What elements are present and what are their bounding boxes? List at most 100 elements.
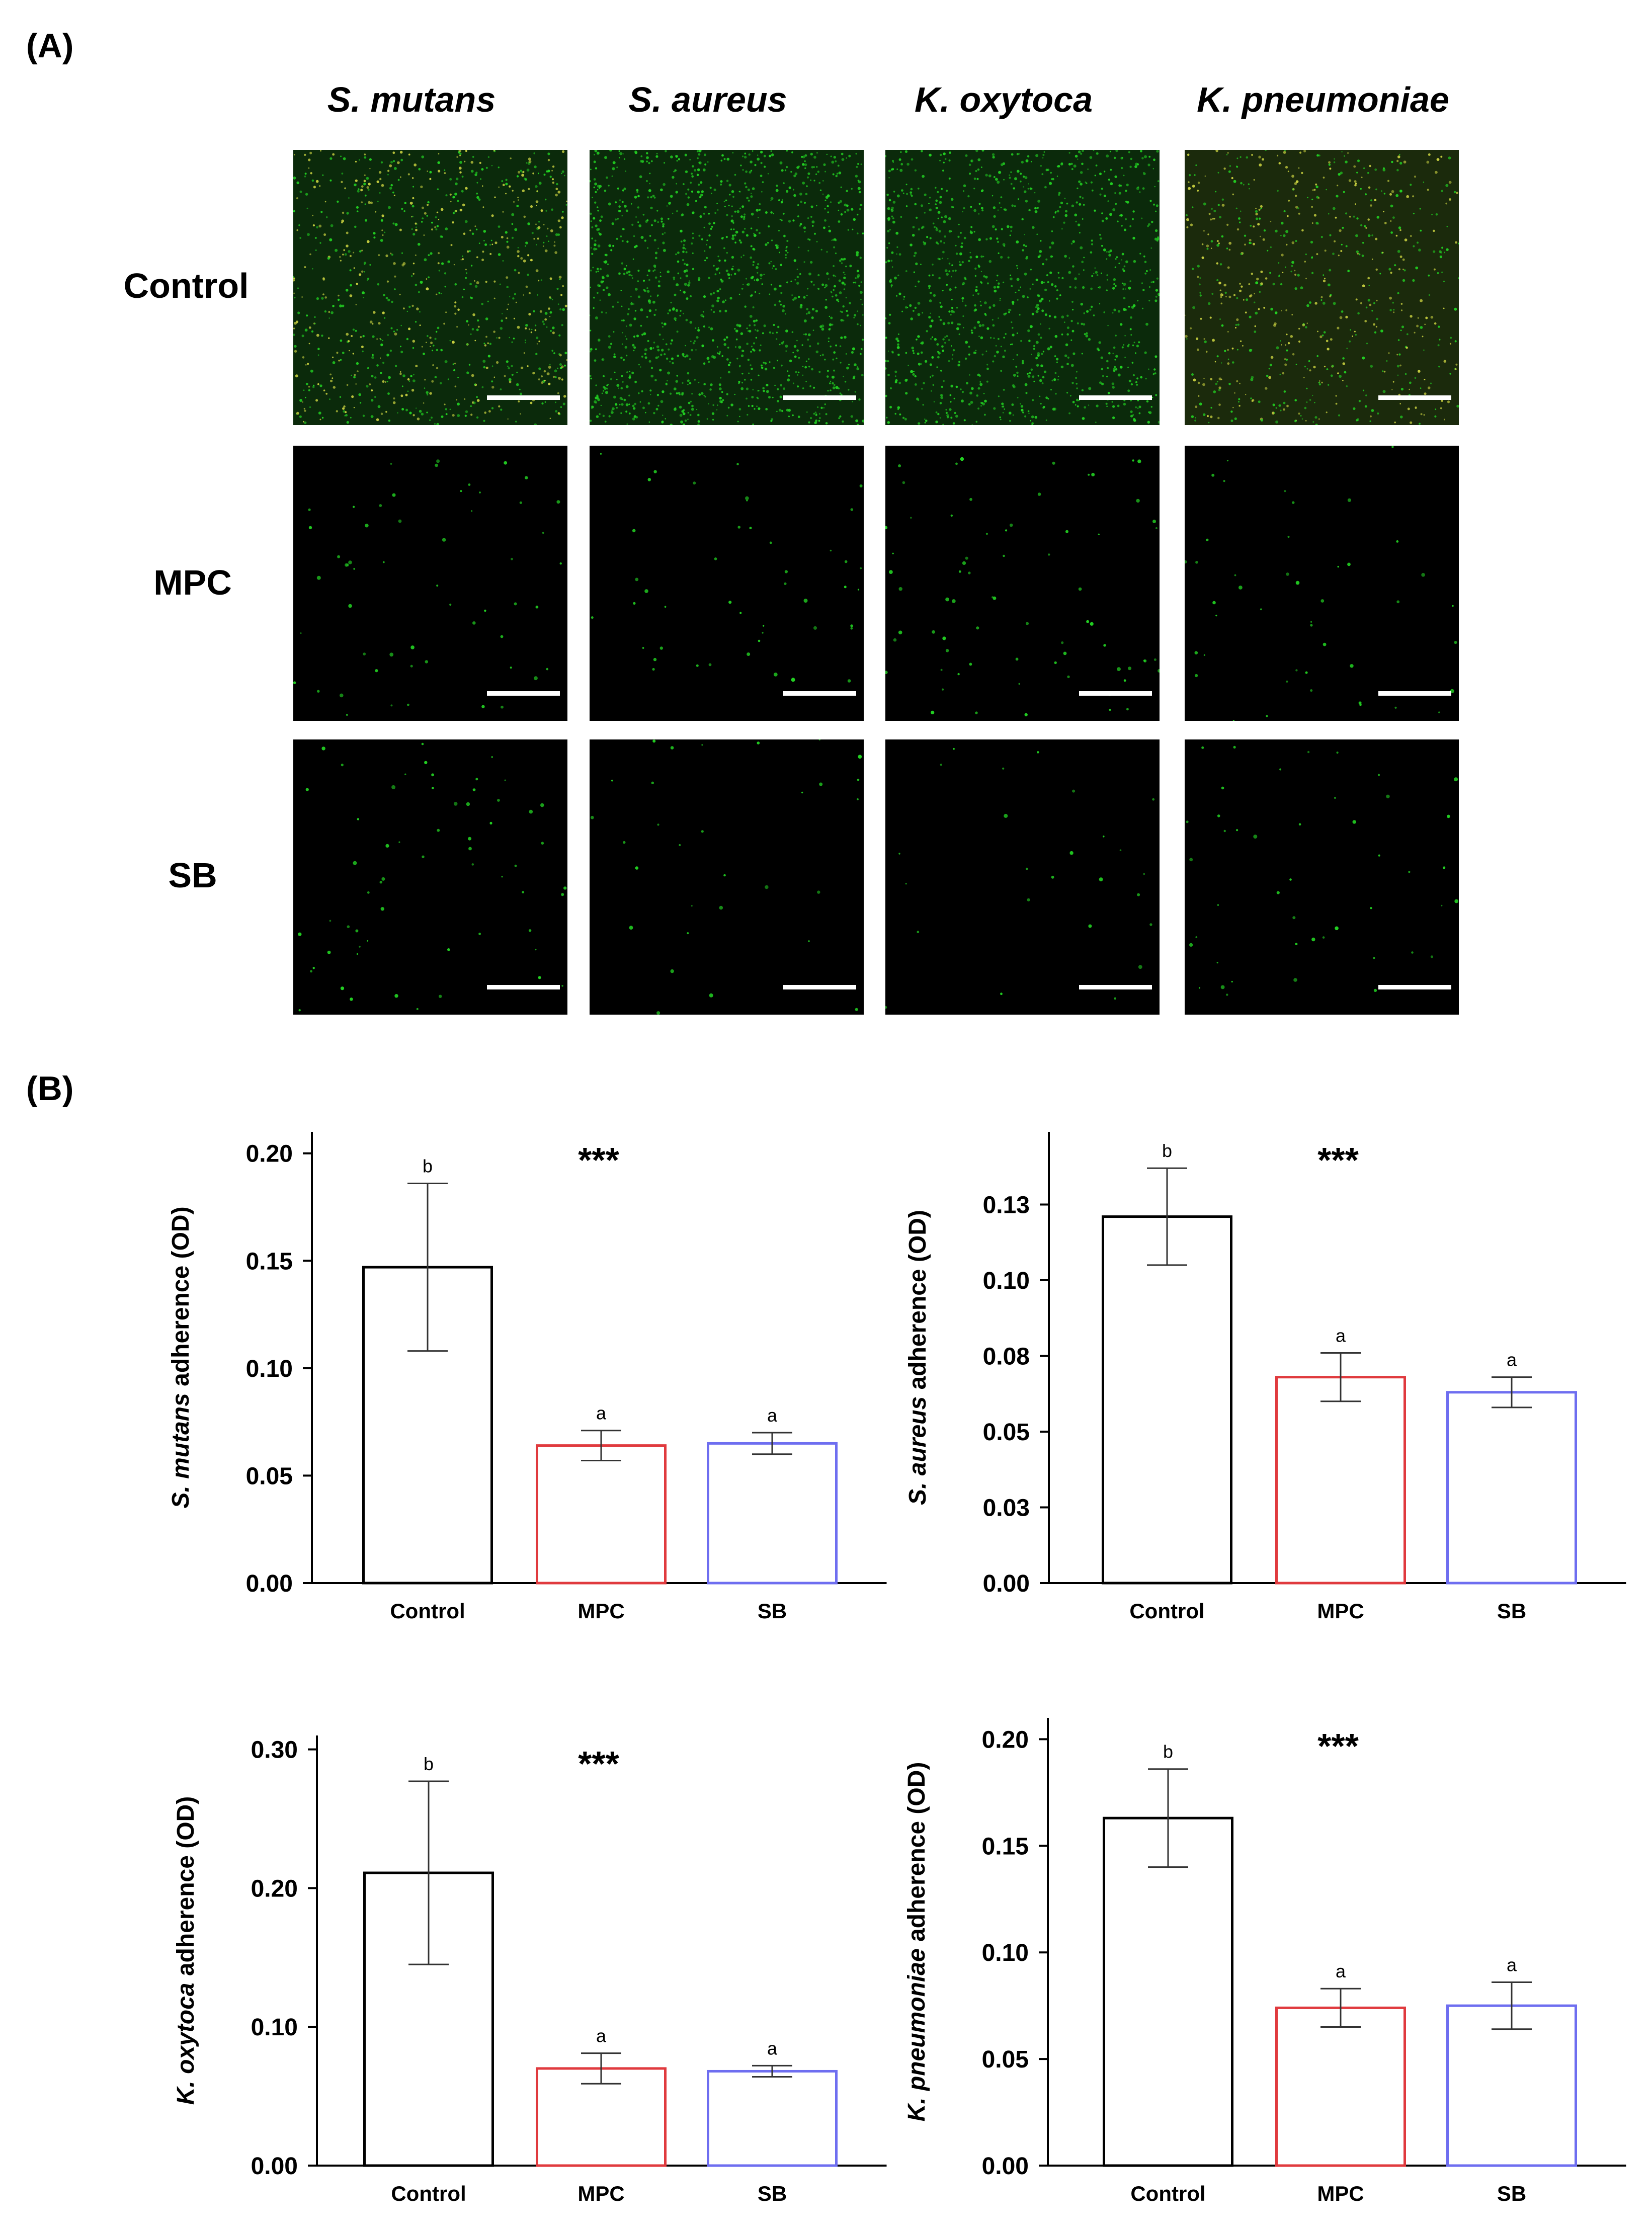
- y-axis-label-species: S. aureus: [904, 1396, 931, 1505]
- panel-b-label: (B): [26, 1069, 74, 1108]
- row-label-sb: SB: [168, 856, 217, 895]
- scale-bar: [783, 691, 856, 696]
- bar-sb: [707, 2070, 838, 2167]
- scale-bar: [783, 985, 856, 989]
- scale-bar: [1079, 691, 1152, 696]
- panel-a-label: (A): [26, 27, 74, 65]
- y-tick-label: 0.20: [982, 1726, 1029, 1753]
- micrograph-control-2: [885, 150, 1160, 425]
- significance-letter: a: [596, 2026, 607, 2046]
- significance-stars: ***: [578, 1744, 619, 1783]
- row-label-control: Control: [123, 266, 249, 305]
- y-tick-label: 0.10: [983, 1268, 1030, 1294]
- species-header-k-pneumoniae: K. pneumoniae: [1197, 80, 1449, 119]
- y-tick-label: 0.00: [982, 2153, 1029, 2180]
- species-header-k-oxytoca: K. oxytoca: [915, 80, 1093, 119]
- micrograph-sb-1: [590, 739, 864, 1015]
- y-axis-label-species: K. pneumoniae: [903, 1948, 930, 2121]
- micrograph-mpc-0: [293, 446, 567, 721]
- significance-letter: b: [1163, 1742, 1173, 1762]
- micrograph-sb-0: [293, 739, 567, 1015]
- bar-control: [1102, 1215, 1232, 1585]
- significance-letter: a: [767, 2038, 778, 2058]
- x-tick-label: Control: [391, 2182, 466, 2205]
- y-tick-label: 0.00: [251, 2153, 298, 2180]
- significance-letter: b: [423, 1156, 433, 1177]
- x-tick-label: Control: [1129, 1599, 1204, 1623]
- significance-letter: a: [596, 1403, 607, 1424]
- micrograph-control-1: [590, 150, 864, 425]
- significance-stars: ***: [1317, 1140, 1359, 1180]
- significance-stars: ***: [1317, 1726, 1359, 1766]
- y-axis-label-unit: adherence (OD): [173, 1796, 199, 1983]
- y-axis-label-species: K. oxytoca: [173, 1983, 199, 2105]
- micrograph-sb-2: [885, 739, 1160, 1015]
- scale-bar: [1079, 985, 1152, 989]
- significance-letter: a: [1336, 1961, 1346, 1981]
- y-tick-label: 0.00: [246, 1570, 293, 1597]
- x-tick-label: SB: [1497, 2182, 1526, 2205]
- y-tick-label: 0.05: [246, 1463, 293, 1490]
- y-axis-label: S. aureus adherence (OD): [904, 1210, 931, 1505]
- species-header-s-aureus: S. aureus: [628, 80, 787, 119]
- bar-mpc: [536, 1444, 667, 1585]
- significance-letter: a: [767, 1405, 778, 1426]
- x-tick-label: MPC: [1317, 1599, 1364, 1623]
- scale-bar: [783, 395, 856, 400]
- y-tick-label: 0.10: [982, 1940, 1029, 1966]
- significance-letter: b: [1162, 1140, 1172, 1161]
- y-axis-label: S. mutans adherence (OD): [168, 1206, 194, 1508]
- x-tick-label: SB: [758, 1599, 787, 1623]
- scale-bar: [1378, 395, 1451, 400]
- bar-mpc: [1275, 1376, 1406, 1585]
- micrograph-control-0: [293, 150, 567, 425]
- bar-sb: [707, 1442, 838, 1585]
- y-tick-label: 0.15: [982, 1833, 1029, 1860]
- y-tick-label: 0.20: [246, 1141, 293, 1168]
- scale-bar: [1378, 985, 1451, 989]
- bar-control: [1103, 1816, 1233, 2167]
- y-axis-label-unit: adherence (OD): [904, 1210, 931, 1396]
- micrograph-sb-3: [1185, 739, 1459, 1015]
- y-axis-label-species: S. mutans: [168, 1393, 194, 1508]
- y-tick-label: 0.08: [983, 1343, 1030, 1370]
- y-axis-label-unit: adherence (OD): [903, 1762, 930, 1949]
- x-tick-label: MPC: [1317, 2182, 1364, 2205]
- scale-bar: [1378, 691, 1451, 696]
- y-tick-label: 0.30: [251, 1737, 298, 1764]
- scale-bar: [487, 691, 560, 696]
- micrograph-control-3: [1185, 150, 1459, 425]
- significance-letter: a: [1336, 1325, 1346, 1346]
- significance-letter: b: [424, 1754, 434, 1774]
- y-tick-label: 0.05: [983, 1419, 1030, 1446]
- x-tick-label: MPC: [577, 2182, 624, 2205]
- significance-letter: a: [1507, 1955, 1517, 1975]
- significance-stars: ***: [578, 1140, 619, 1180]
- y-axis-label-unit: adherence (OD): [168, 1206, 194, 1393]
- y-tick-label: 0.10: [251, 2014, 298, 2041]
- micrograph-mpc-1: [590, 446, 864, 721]
- bar-sb: [1446, 1391, 1577, 1585]
- y-tick-label: 0.15: [246, 1248, 293, 1275]
- y-axis-label: K. oxytoca adherence (OD): [173, 1796, 199, 2105]
- scale-bar: [487, 395, 560, 400]
- x-tick-label: SB: [1497, 1599, 1526, 1623]
- x-tick-label: SB: [758, 2182, 787, 2205]
- significance-letter: a: [1507, 1350, 1517, 1370]
- y-tick-label: 0.00: [983, 1570, 1030, 1597]
- y-tick-label: 0.20: [251, 1875, 298, 1902]
- y-tick-label: 0.03: [983, 1495, 1030, 1521]
- x-tick-label: Control: [1130, 2182, 1205, 2205]
- y-tick-label: 0.10: [246, 1356, 293, 1382]
- species-header-s-mutans: S. mutans: [327, 80, 496, 119]
- x-tick-label: Control: [390, 1599, 465, 1623]
- bar-mpc: [1275, 2006, 1406, 2167]
- y-axis-label: K. pneumoniae adherence (OD): [903, 1762, 930, 2122]
- micrograph-mpc-2: [885, 446, 1160, 721]
- row-label-mpc: MPC: [153, 563, 232, 602]
- micrograph-mpc-3: [1185, 446, 1459, 721]
- y-tick-label: 0.13: [983, 1192, 1030, 1218]
- y-tick-label: 0.05: [982, 2046, 1029, 2073]
- scale-bar: [487, 985, 560, 989]
